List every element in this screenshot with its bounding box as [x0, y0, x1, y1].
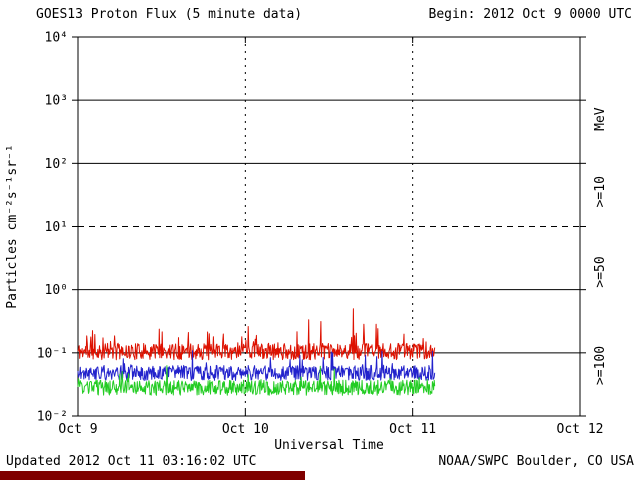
footer-bar	[0, 471, 305, 480]
series-line	[77, 308, 436, 361]
series-line	[77, 365, 436, 396]
plot-frame	[77, 36, 581, 417]
credit-label: NOAA/SWPC Boulder, CO USA	[438, 454, 634, 469]
right-axis-label: >=100	[593, 346, 608, 385]
series-line	[77, 350, 436, 381]
x-tick-label: Oct 12	[557, 422, 604, 437]
y-axis-title: Particles cm⁻²s⁻¹sr⁻¹	[5, 144, 20, 308]
y-tick-label: 10⁻¹	[37, 346, 68, 361]
y-tick-label: 10³	[45, 94, 68, 109]
updated-label: Updated 2012 Oct 11 03:16:02 UTC	[6, 454, 257, 469]
y-tick-label: 10²	[45, 157, 68, 172]
right-axis-label: MeV	[593, 107, 608, 131]
right-axis-label: >=10	[593, 176, 608, 207]
x-tick-label: Oct 9	[58, 422, 97, 437]
y-tick-label: 10⁻²	[37, 410, 68, 425]
y-tick-label: 10⁴	[45, 31, 68, 46]
x-axis-title: Universal Time	[274, 438, 384, 453]
x-tick-label: Oct 10	[222, 422, 269, 437]
y-tick-label: 10⁰	[45, 283, 68, 298]
y-tick-label: 10¹	[45, 220, 68, 235]
chart-title: GOES13 Proton Flux (5 minute data)	[36, 7, 303, 22]
begin-label: Begin: 2012 Oct 9 0000 UTC	[428, 7, 633, 22]
right-axis-label: >=50	[593, 256, 608, 287]
x-tick-label: Oct 11	[389, 422, 436, 437]
